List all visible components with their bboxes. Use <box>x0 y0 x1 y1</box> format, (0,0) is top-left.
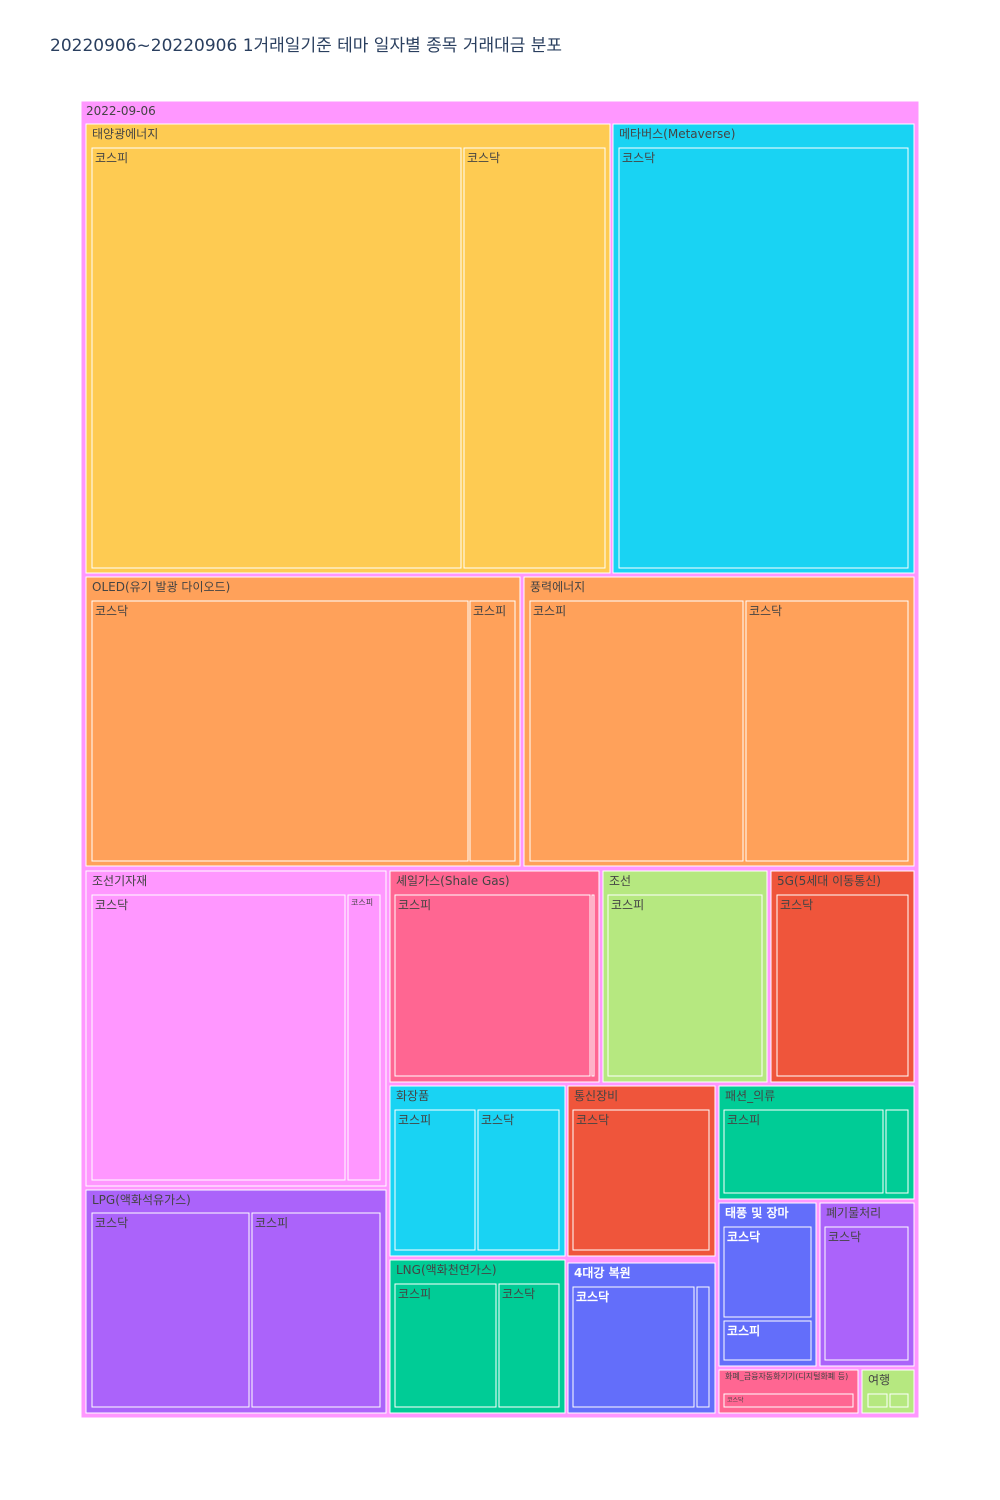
market-tile[interactable] <box>91 894 346 1181</box>
market-label: 코스피 <box>611 898 644 912</box>
theme-label: 5G(5세대 이동통신) <box>777 874 881 888</box>
market-tile[interactable] <box>469 600 516 862</box>
market-label: 코스닥 <box>622 151 655 165</box>
market-tile[interactable] <box>696 1286 710 1408</box>
theme-label: LPG(액화석유가스) <box>92 1193 191 1207</box>
market-label: 코스닥 <box>780 898 813 912</box>
theme-label: 태풍 및 장마 <box>725 1205 789 1220</box>
market-label: 코스닥 <box>95 604 128 618</box>
market-tile[interactable] <box>824 1226 909 1361</box>
market-tile[interactable] <box>723 1109 884 1194</box>
market-label: 코스피 <box>255 1216 288 1230</box>
market-tile[interactable] <box>394 1283 497 1408</box>
market-tile[interactable] <box>723 1393 854 1408</box>
market-tile[interactable] <box>591 894 595 1077</box>
market-tile[interactable] <box>477 1109 560 1251</box>
market-label: 코스닥 <box>576 1289 609 1304</box>
theme-label: 태양광에너지 <box>92 127 158 141</box>
market-label: 코스닥 <box>95 898 128 912</box>
market-tile[interactable] <box>723 1226 812 1318</box>
market-label: 코스닥 <box>828 1230 861 1244</box>
market-label: 코스피 <box>398 1113 431 1127</box>
market-tile[interactable] <box>91 600 469 862</box>
market-label: 코스피 <box>398 1287 431 1301</box>
market-tile[interactable] <box>394 1109 476 1251</box>
market-label: 코스닥 <box>576 1113 609 1127</box>
market-label: 코스피 <box>727 1113 760 1127</box>
market-label: 코스피 <box>351 898 373 907</box>
theme-label: 셰일가스(Shale Gas) <box>396 874 510 888</box>
theme-label: 패션_의류 <box>725 1089 775 1103</box>
theme-label: 폐기물처리 <box>826 1206 881 1220</box>
market-tile[interactable] <box>572 1286 695 1408</box>
market-label: 코스닥 <box>727 1229 760 1244</box>
market-tile[interactable] <box>867 1393 888 1408</box>
market-tile[interactable] <box>347 894 381 1181</box>
market-tile[interactable] <box>723 1320 812 1361</box>
theme-label: 풍력에너지 <box>530 580 585 594</box>
theme-label: OLED(유기 발광 다이오드) <box>92 580 230 594</box>
market-label: 코스닥 <box>481 1113 514 1127</box>
market-label: 코스피 <box>533 604 566 618</box>
market-tile[interactable] <box>498 1283 560 1408</box>
market-tile[interactable] <box>889 1393 909 1408</box>
theme-label: 4대강 복원 <box>574 1266 631 1280</box>
market-label: 코스닥 <box>95 1216 128 1230</box>
market-tile[interactable] <box>776 894 909 1077</box>
market-tile[interactable] <box>463 147 606 569</box>
theme-label: 화장품 <box>396 1089 429 1103</box>
theme-label: 조선기자재 <box>92 874 147 888</box>
market-label: 코스피 <box>398 898 431 912</box>
theme-label: 화폐_금융자동화기기(디지털화폐 등) <box>725 1371 848 1381</box>
market-tile[interactable] <box>91 147 462 569</box>
market-label: 코스피 <box>95 151 128 165</box>
market-tile[interactable] <box>885 1109 909 1194</box>
market-tile[interactable] <box>394 894 591 1077</box>
market-label: 코스닥 <box>502 1287 535 1301</box>
market-tile[interactable] <box>529 600 744 862</box>
theme-label: 조선 <box>609 874 631 888</box>
theme-label: 메타버스(Metaverse) <box>619 127 735 141</box>
market-tile[interactable] <box>607 894 763 1077</box>
market-label: 코스닥 <box>727 1397 744 1404</box>
market-tile[interactable] <box>91 1212 250 1408</box>
market-label: 코스닥 <box>467 151 500 165</box>
market-tile[interactable] <box>251 1212 381 1408</box>
chart-title: 20220906~20220906 1거래일기준 테마 일자별 종목 거래대금 … <box>50 36 563 56</box>
market-label: 코스피 <box>473 604 506 618</box>
market-tile[interactable] <box>745 600 909 862</box>
market-tile[interactable] <box>572 1109 710 1251</box>
theme-label: LNG(액화천연가스) <box>396 1262 497 1277</box>
market-tile[interactable] <box>618 147 909 569</box>
market-label: 코스피 <box>727 1323 760 1338</box>
market-label: 코스닥 <box>749 604 782 618</box>
root-label: 2022-09-06 <box>86 104 156 118</box>
theme-label: 여행 <box>868 1372 890 1387</box>
theme-label: 통신장비 <box>574 1089 618 1103</box>
